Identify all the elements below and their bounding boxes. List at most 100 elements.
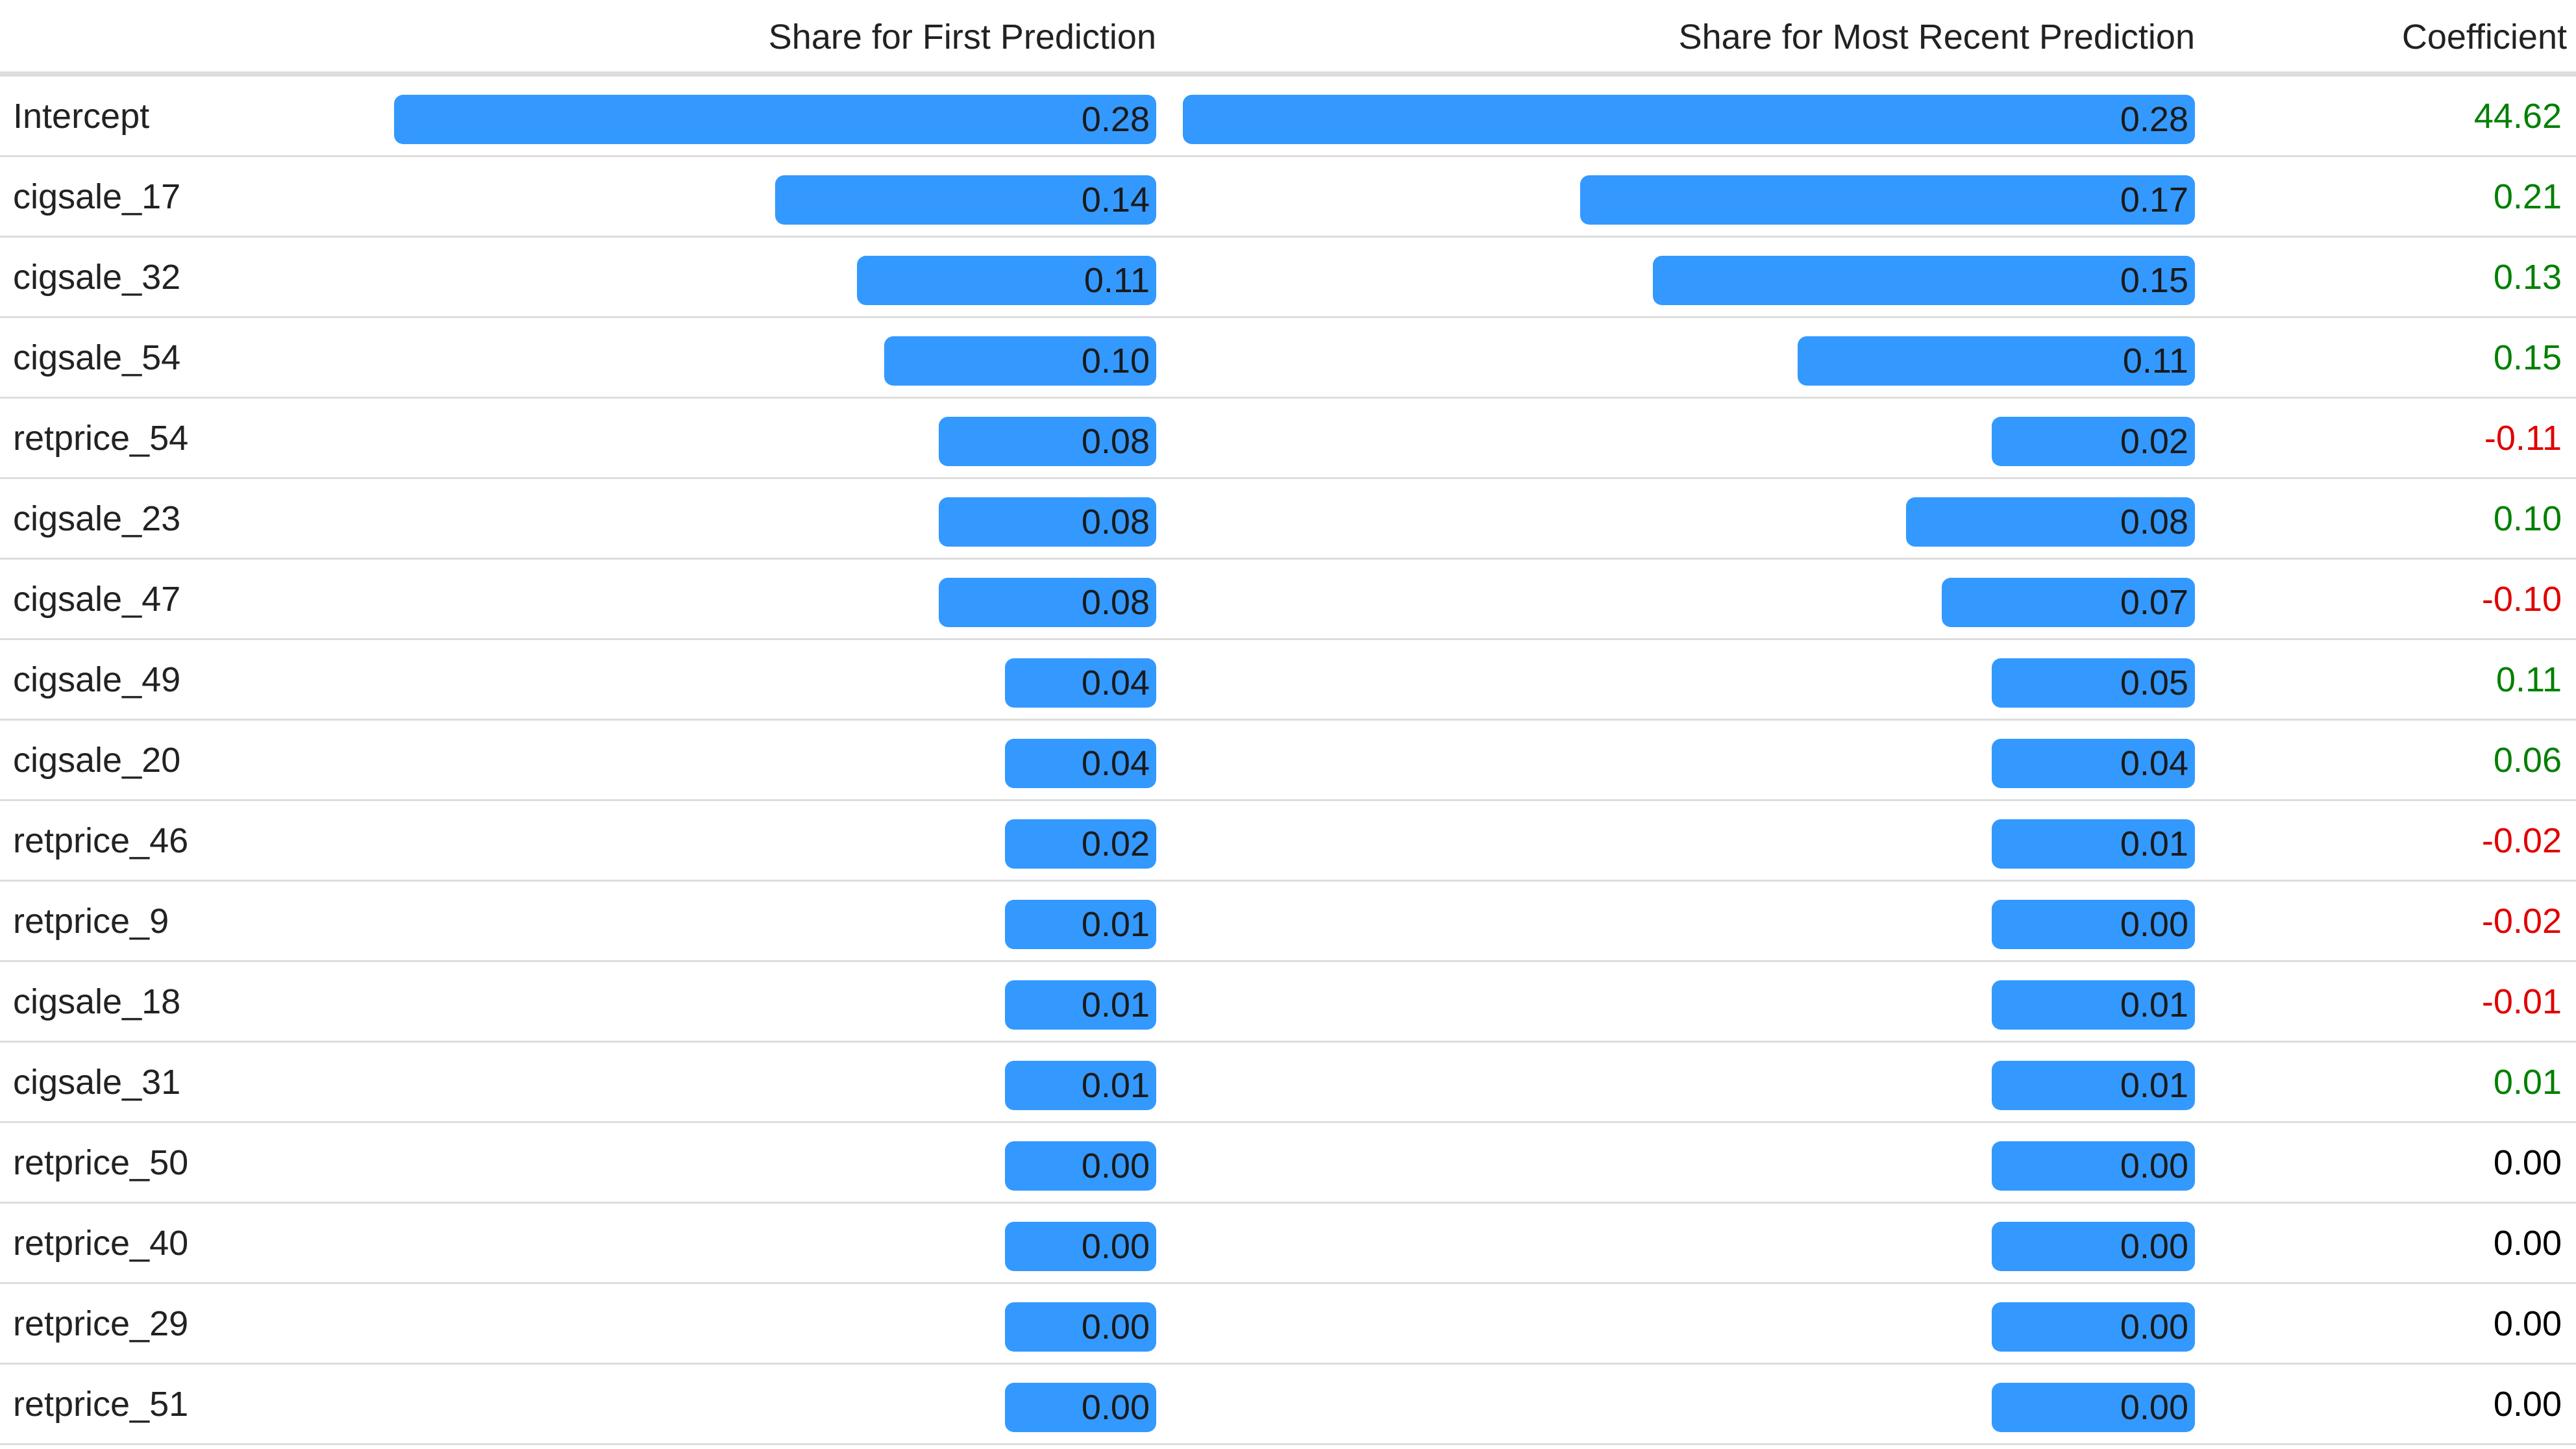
feature-name: cigsale_54 <box>13 338 181 377</box>
feature-name: cigsale_47 <box>13 580 181 619</box>
bar-label-recent: 0.00 <box>2120 1227 2188 1266</box>
bar-first-prediction: 0.11 <box>856 256 1156 305</box>
bar-label-recent: 0.11 <box>2122 341 2188 380</box>
coefficient-value: -0.11 <box>2484 419 2562 458</box>
bar-first-prediction: 0.08 <box>938 497 1156 547</box>
bar-first-prediction: 0.00 <box>1005 1302 1156 1352</box>
bar-label-first: 0.08 <box>1081 502 1150 541</box>
bar-label-recent: 0.01 <box>2120 824 2188 863</box>
bar-label-first: 0.00 <box>1081 1307 1150 1346</box>
bar-label-recent: 0.00 <box>2120 1388 2188 1427</box>
bar-label-first: 0.00 <box>1081 1227 1150 1266</box>
bar-label-recent: 0.04 <box>2120 744 2188 783</box>
bar-label-first: 0.00 <box>1081 1146 1150 1185</box>
bar-first-prediction: 0.28 <box>394 95 1156 144</box>
bar-label-first: 0.01 <box>1081 1066 1150 1105</box>
bar-label-first: 0.01 <box>1081 905 1150 944</box>
coefficient-value: 0.15 <box>2493 338 2562 377</box>
feature-name: retprice_51 <box>13 1385 189 1424</box>
table-row: retprice_51 0.00 0.00 0.00 <box>0 1365 2576 1445</box>
bar-label-first: 0.14 <box>1081 180 1150 219</box>
table-row: Intercept 0.28 0.28 44.62 <box>0 77 2576 157</box>
coefficient-value: 0.00 <box>2493 1304 2562 1343</box>
bar-label-recent: 0.15 <box>2120 261 2188 300</box>
bar-label-recent: 0.08 <box>2120 502 2188 541</box>
bar-label-first: 0.08 <box>1081 583 1150 622</box>
coefficient-value: -0.02 <box>2481 821 2562 860</box>
feature-name: retprice_50 <box>13 1143 189 1182</box>
bar-first-prediction: 0.14 <box>775 175 1156 225</box>
coefficient-value: 0.01 <box>2493 1063 2562 1102</box>
bar-most-recent-prediction: 0.00 <box>1992 900 2195 949</box>
bar-first-prediction: 0.10 <box>884 336 1156 386</box>
bar-label-recent: 0.28 <box>2120 100 2188 139</box>
header-coefficient: Coefficient <box>2401 18 2567 56</box>
bar-first-prediction: 0.00 <box>1005 1222 1156 1271</box>
coefficient-value: -0.10 <box>2481 580 2562 619</box>
table-row: cigsale_47 0.08 0.07 -0.10 <box>0 560 2576 640</box>
bar-label-first: 0.10 <box>1081 341 1150 380</box>
coefficient-value: -0.01 <box>2481 982 2562 1021</box>
header-share-recent: Share for Most Recent Prediction <box>1678 18 2195 56</box>
bar-first-prediction: 0.04 <box>1005 739 1156 788</box>
table-row: retprice_29 0.00 0.00 0.00 <box>0 1284 2576 1365</box>
bar-label-recent: 0.00 <box>2120 1307 2188 1346</box>
table-header: Share for First Prediction Share for Mos… <box>0 0 2576 77</box>
coefficient-value: 0.00 <box>2493 1143 2562 1182</box>
bar-first-prediction: 0.00 <box>1005 1141 1156 1191</box>
table-row: cigsale_31 0.01 0.01 0.01 <box>0 1043 2576 1123</box>
bar-label-first: 0.11 <box>1084 261 1150 300</box>
feature-name: cigsale_17 <box>13 177 181 216</box>
bar-most-recent-prediction: 0.00 <box>1992 1383 2195 1432</box>
bar-most-recent-prediction: 0.28 <box>1183 95 2195 144</box>
bar-label-first: 0.01 <box>1081 985 1150 1024</box>
bar-most-recent-prediction: 0.04 <box>1992 739 2195 788</box>
bar-first-prediction: 0.00 <box>1005 1383 1156 1432</box>
coefficient-value: 0.10 <box>2493 499 2562 538</box>
coefficient-value: 0.21 <box>2493 177 2562 216</box>
coefficient-value: 0.13 <box>2493 258 2562 297</box>
table-row: cigsale_32 0.11 0.15 0.13 <box>0 238 2576 318</box>
bar-most-recent-prediction: 0.00 <box>1992 1141 2195 1191</box>
table-body: Intercept 0.28 0.28 44.62 cigsale_17 0.14 0.17… <box>0 77 2576 1445</box>
feature-name: cigsale_20 <box>13 741 181 780</box>
table-row: retprice_40 0.00 0.00 0.00 <box>0 1204 2576 1284</box>
bar-label-recent: 0.07 <box>2120 583 2188 622</box>
feature-name: cigsale_49 <box>13 660 181 699</box>
table-row: retprice_50 0.00 0.00 0.00 <box>0 1123 2576 1204</box>
table-row: retprice_54 0.08 0.02 -0.11 <box>0 399 2576 479</box>
bar-label-recent: 0.00 <box>2120 1146 2188 1185</box>
feature-name: cigsale_23 <box>13 499 181 538</box>
bar-label-recent: 0.17 <box>2120 180 2188 219</box>
feature-name: retprice_9 <box>13 902 169 941</box>
coefficient-value: 0.00 <box>2493 1224 2562 1263</box>
bar-most-recent-prediction: 0.17 <box>1580 175 2195 225</box>
table-row: cigsale_49 0.04 0.05 0.11 <box>0 640 2576 721</box>
bar-label-recent: 0.00 <box>2120 905 2188 944</box>
feature-name: retprice_46 <box>13 821 189 860</box>
coefficient-value: 0.11 <box>2496 660 2562 699</box>
bar-most-recent-prediction: 0.15 <box>1652 256 2195 305</box>
bar-label-recent: 0.05 <box>2120 663 2188 702</box>
bar-label-recent: 0.01 <box>2120 1066 2188 1105</box>
bar-first-prediction: 0.08 <box>938 578 1156 627</box>
bar-first-prediction: 0.01 <box>1005 1061 1156 1110</box>
bar-first-prediction: 0.01 <box>1005 900 1156 949</box>
table-row: cigsale_18 0.01 0.01 -0.01 <box>0 962 2576 1043</box>
bar-label-first: 0.08 <box>1081 422 1150 461</box>
bar-most-recent-prediction: 0.00 <box>1992 1222 2195 1271</box>
bar-first-prediction: 0.04 <box>1005 658 1156 708</box>
header-share-first: Share for First Prediction <box>768 18 1156 56</box>
table-row: retprice_9 0.01 0.00 -0.02 <box>0 882 2576 962</box>
bar-most-recent-prediction: 0.02 <box>1992 417 2195 466</box>
bar-most-recent-prediction: 0.01 <box>1992 1061 2195 1110</box>
bar-first-prediction: 0.02 <box>1005 819 1156 869</box>
bar-first-prediction: 0.08 <box>938 417 1156 466</box>
coefficient-value: 44.62 <box>2473 97 2562 136</box>
bar-label-first: 0.00 <box>1081 1388 1150 1427</box>
coefficient-value: 0.00 <box>2493 1385 2562 1424</box>
coefficient-value: -0.02 <box>2481 902 2562 941</box>
bar-most-recent-prediction: 0.01 <box>1992 819 2195 869</box>
table-row: cigsale_17 0.14 0.17 0.21 <box>0 157 2576 238</box>
bar-first-prediction: 0.01 <box>1005 980 1156 1030</box>
